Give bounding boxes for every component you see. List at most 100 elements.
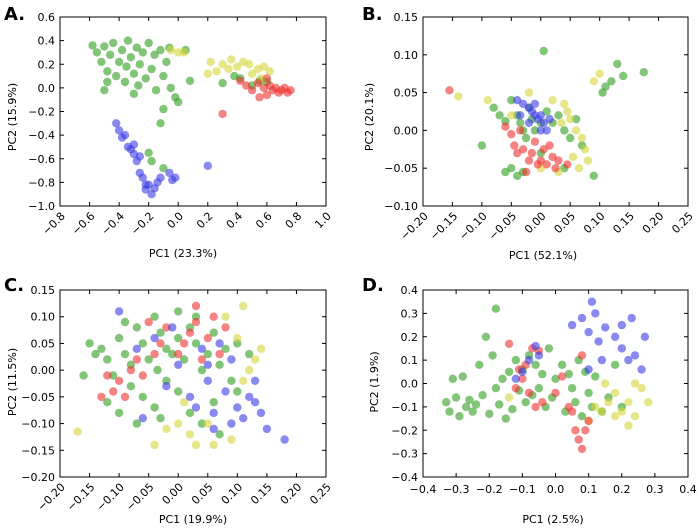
point-d-green-35 — [564, 369, 573, 379]
point-c-blue-24 — [227, 419, 236, 428]
point-b-yellow-4 — [507, 111, 516, 120]
point-d-green-37 — [571, 398, 580, 407]
y-tick-label-d-1: 0.3 — [401, 307, 419, 320]
point-d-blue-9 — [587, 297, 597, 306]
point-d-blue-1 — [518, 367, 527, 376]
panel-c: C. PC1 (19.9%) PC2 (11.5%) −0.20−0.15−0.… — [4, 275, 334, 526]
point-d-green-20 — [511, 355, 520, 365]
point-c-blue-7 — [203, 376, 212, 385]
point-a-yellow-13 — [265, 67, 274, 76]
point-a-yellow-5 — [218, 60, 227, 69]
point-d-red-1 — [511, 384, 520, 393]
point-d-blue-16 — [637, 365, 646, 374]
y-tick-label-d-3: 0.1 — [401, 354, 419, 367]
point-c-green-43 — [132, 419, 141, 428]
x-axis-label-d: PC1 (2.5%) — [522, 513, 583, 526]
point-d-blue-17 — [627, 313, 636, 323]
point-a-green-30 — [174, 97, 183, 107]
point-b-red-0 — [445, 86, 454, 95]
point-b-red-10 — [542, 160, 551, 169]
point-a-green-36 — [144, 148, 153, 157]
point-c-yellow-14 — [162, 424, 171, 434]
y-tick-label-a-4: −0.2 — [28, 106, 55, 119]
point-a-green-26 — [162, 57, 171, 67]
point-c-blue-4 — [174, 360, 183, 369]
point-c-blue-15 — [250, 376, 260, 385]
point-c-blue-16 — [256, 408, 266, 418]
x-tick-label-c-9: 0.25 — [307, 481, 334, 508]
point-a-blue-18 — [165, 168, 174, 178]
point-a-red-15 — [262, 74, 272, 83]
point-b-red-16 — [516, 126, 525, 135]
point-c-green-24 — [227, 376, 236, 385]
point-c-blue-3 — [162, 382, 171, 391]
point-c-blue-10 — [221, 387, 230, 396]
point-c-green-12 — [156, 328, 165, 337]
point-b-red-18 — [563, 160, 572, 169]
point-a-green-1 — [92, 48, 102, 57]
point-a-yellow-7 — [233, 62, 242, 71]
point-a-red-14 — [218, 109, 227, 119]
point-a-red-0 — [236, 76, 245, 86]
point-c-yellow-5 — [233, 333, 242, 343]
point-c-red-3 — [126, 365, 136, 375]
point-b-yellow-5 — [524, 88, 534, 97]
point-d-red-6 — [531, 402, 540, 412]
point-d-green-16 — [498, 374, 507, 383]
point-a-yellow-10 — [247, 69, 257, 78]
point-c-red-20 — [191, 301, 201, 311]
point-d-red-2 — [518, 374, 527, 383]
panel-b: B. PC1 (52.1%) PC2 (20.1%) −0.20−0.15−0.… — [362, 4, 696, 262]
point-d-green-30 — [544, 344, 554, 353]
point-d-blue-7 — [584, 327, 593, 337]
point-c-yellow-10 — [227, 435, 236, 444]
y-tick-label-c-7: −0.20 — [21, 471, 55, 484]
point-c-yellow-13 — [179, 398, 189, 407]
point-a-green-11 — [122, 62, 131, 71]
point-c-green-31 — [150, 403, 159, 412]
x-tick-label-c-7: 0.15 — [248, 481, 275, 508]
point-b-green-7 — [489, 103, 498, 112]
point-d-green-19 — [508, 405, 517, 414]
y-tick-label-a-2: 0.2 — [38, 58, 56, 71]
point-c-green-39 — [120, 317, 130, 327]
point-a-green-22 — [150, 50, 159, 59]
point-a-green-20 — [144, 38, 153, 48]
point-d-blue-8 — [591, 309, 600, 318]
point-b-yellow-18 — [557, 118, 566, 128]
point-c-blue-18 — [280, 435, 289, 444]
x-tick-label-d-7: 0.3 — [646, 483, 664, 496]
point-a-yellow-1 — [174, 48, 183, 57]
point-c-blue-23 — [203, 360, 212, 369]
point-b-yellow-0 — [595, 69, 604, 78]
point-d-red-14 — [577, 444, 587, 454]
point-a-green-41 — [218, 78, 227, 88]
point-c-blue-9 — [215, 339, 224, 348]
point-b-blue-11 — [545, 114, 554, 124]
point-d-yellow-0 — [591, 402, 600, 412]
point-c-yellow-2 — [250, 355, 260, 364]
point-b-blue-9 — [524, 118, 534, 128]
panel-label-d: D. — [362, 275, 384, 296]
point-a-blue-1 — [114, 126, 124, 135]
point-b-green-3 — [619, 71, 628, 81]
point-c-green-42 — [233, 387, 242, 396]
point-a-green-23 — [151, 86, 161, 95]
y-tick-label-b-4: −0.05 — [384, 162, 418, 175]
point-d-red-15 — [581, 426, 590, 435]
point-a-yellow-0 — [166, 45, 175, 55]
point-c-blue-11 — [227, 355, 236, 364]
x-tick-label-b-6: 0.10 — [581, 210, 608, 237]
point-c-green-41 — [156, 414, 165, 423]
point-a-yellow-16 — [203, 69, 212, 78]
point-b-green-17 — [530, 126, 540, 135]
y-tick-label-d-4: 0.0 — [401, 378, 419, 391]
point-d-yellow-1 — [597, 407, 607, 416]
point-a-blue-0 — [112, 119, 121, 128]
y-axis-label-c: PC2 (11.5%) — [6, 348, 19, 416]
point-d-blue-2 — [524, 355, 534, 365]
point-c-red-19 — [221, 323, 230, 332]
x-tick-label-d-0: −0.4 — [410, 483, 437, 496]
point-d-blue-12 — [610, 332, 620, 341]
point-a-blue-21 — [203, 161, 212, 170]
